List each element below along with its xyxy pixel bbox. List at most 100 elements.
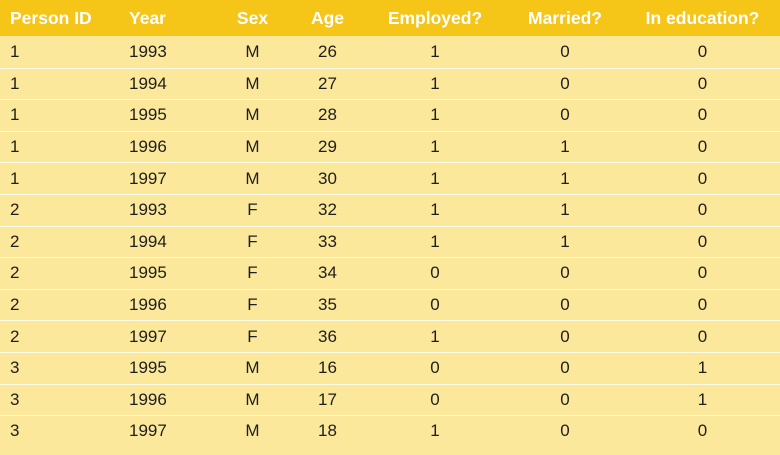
table-row: 1 1994 M 27 1 0 0 — [0, 67, 780, 100]
cell-in-education: 0 — [697, 263, 708, 283]
cell-in-education: 0 — [697, 41, 708, 61]
table-row: 2 1995 F 34 0 0 0 — [0, 257, 780, 289]
cell-in-education: 0 — [697, 326, 708, 346]
cell-sex: M — [245, 73, 260, 93]
cell-year: 1994 — [129, 231, 167, 251]
column-header-age: Age — [310, 8, 345, 28]
cell-in-education: 0 — [697, 105, 708, 125]
cell-sex: F — [247, 200, 258, 220]
cell-married: 0 — [560, 295, 570, 315]
table-row: 1 1993 M 26 1 0 0 — [0, 36, 780, 68]
cell-married: 0 — [560, 421, 570, 441]
cell-age: 28 — [318, 105, 337, 125]
cell-married: 1 — [560, 168, 570, 188]
cell-sex: M — [245, 358, 260, 378]
cell-person-id: 3 — [10, 421, 20, 441]
cell-sex: F — [247, 326, 258, 346]
cell-age: 33 — [318, 231, 337, 251]
table-row: 2 1996 F 35 0 0 0 — [0, 288, 780, 321]
cell-age: 32 — [318, 200, 337, 220]
cell-person-id: 3 — [10, 389, 20, 409]
table-header: Person ID Year Sex Age Employed? Married… — [0, 0, 780, 36]
cell-year: 1996 — [129, 389, 167, 409]
cell-in-education: 1 — [697, 358, 708, 378]
cell-employed: 1 — [430, 137, 440, 157]
cell-in-education: 0 — [697, 295, 708, 315]
cell-in-education: 1 — [697, 389, 708, 409]
cell-year: 1997 — [129, 421, 167, 441]
cell-age: 27 — [318, 73, 337, 93]
cell-year: 1993 — [129, 41, 167, 61]
table-row: 2 1997 F 36 1 0 0 — [0, 320, 780, 352]
cell-in-education: 0 — [697, 168, 708, 188]
cell-married: 0 — [560, 41, 570, 61]
table-body: 1 1993 M 26 1 0 0 1 1994 M 27 1 0 0 1 1995 M 28 1 0 0 1 1996 M 2… — [0, 36, 780, 447]
table-row: 3 1995 M 16 0 0 1 — [0, 351, 780, 384]
table-row: 1 1997 M 30 1 1 0 — [0, 162, 780, 194]
cell-year: 1994 — [129, 73, 167, 93]
cell-year: 1995 — [129, 105, 167, 125]
cell-age: 17 — [318, 389, 337, 409]
cell-age: 26 — [318, 41, 337, 61]
cell-sex: M — [245, 105, 260, 125]
cell-married: 0 — [560, 326, 570, 346]
cell-age: 34 — [318, 263, 337, 283]
cell-employed: 1 — [430, 105, 440, 125]
cell-sex: M — [245, 168, 260, 188]
table-row: 1 1995 M 28 1 0 0 — [0, 99, 780, 131]
cell-married: 0 — [560, 358, 570, 378]
cell-person-id: 3 — [10, 358, 20, 378]
cell-person-id: 2 — [10, 231, 20, 251]
column-header-year: Year — [129, 8, 166, 28]
cell-in-education: 0 — [697, 421, 708, 441]
cell-person-id: 2 — [10, 326, 20, 346]
cell-employed: 1 — [430, 41, 440, 61]
table-row: 2 1993 F 32 1 1 0 — [0, 193, 780, 226]
cell-year: 1995 — [129, 263, 167, 283]
table-row: 2 1994 F 33 1 1 0 — [0, 225, 780, 258]
cell-employed: 1 — [430, 200, 440, 220]
table-row: 3 1996 M 17 0 0 1 — [0, 383, 780, 416]
cell-married: 0 — [560, 389, 570, 409]
column-header-married: Married? — [528, 8, 602, 28]
cell-person-id: 1 — [10, 168, 20, 188]
cell-sex: M — [245, 389, 260, 409]
table-row: 3 1997 M 18 1 0 0 — [0, 415, 780, 447]
cell-year: 1996 — [129, 295, 167, 315]
cell-year: 1997 — [129, 326, 167, 346]
cell-person-id: 2 — [10, 295, 20, 315]
cell-employed: 1 — [430, 231, 440, 251]
cell-person-id: 1 — [10, 73, 20, 93]
cell-year: 1995 — [129, 358, 167, 378]
cell-married: 0 — [560, 263, 570, 283]
cell-employed: 1 — [430, 421, 440, 441]
cell-year: 1997 — [129, 168, 167, 188]
cell-sex: M — [245, 421, 260, 441]
cell-person-id: 1 — [10, 41, 20, 61]
cell-age: 36 — [318, 326, 337, 346]
cell-age: 35 — [318, 295, 337, 315]
cell-married: 0 — [560, 73, 570, 93]
cell-age: 29 — [318, 137, 337, 157]
column-header-person-id: Person ID — [10, 8, 92, 28]
cell-employed: 0 — [430, 389, 440, 409]
cell-person-id: 1 — [10, 137, 20, 157]
cell-year: 1993 — [129, 200, 167, 220]
cell-employed: 1 — [430, 168, 440, 188]
column-header-sex: Sex — [236, 8, 269, 28]
cell-in-education: 0 — [697, 231, 708, 251]
cell-in-education: 0 — [697, 137, 708, 157]
cell-year: 1996 — [129, 137, 167, 157]
cell-married: 1 — [560, 200, 570, 220]
cell-person-id: 2 — [10, 200, 20, 220]
cell-sex: M — [245, 41, 260, 61]
cell-sex: F — [247, 263, 258, 283]
cell-sex: M — [245, 137, 260, 157]
cell-employed: 0 — [430, 263, 440, 283]
table-row: 1 1996 M 29 1 1 0 — [0, 130, 780, 163]
cell-sex: F — [247, 231, 258, 251]
cell-employed: 0 — [430, 358, 440, 378]
column-header-employed: Employed? — [387, 8, 483, 28]
cell-employed: 1 — [430, 73, 440, 93]
